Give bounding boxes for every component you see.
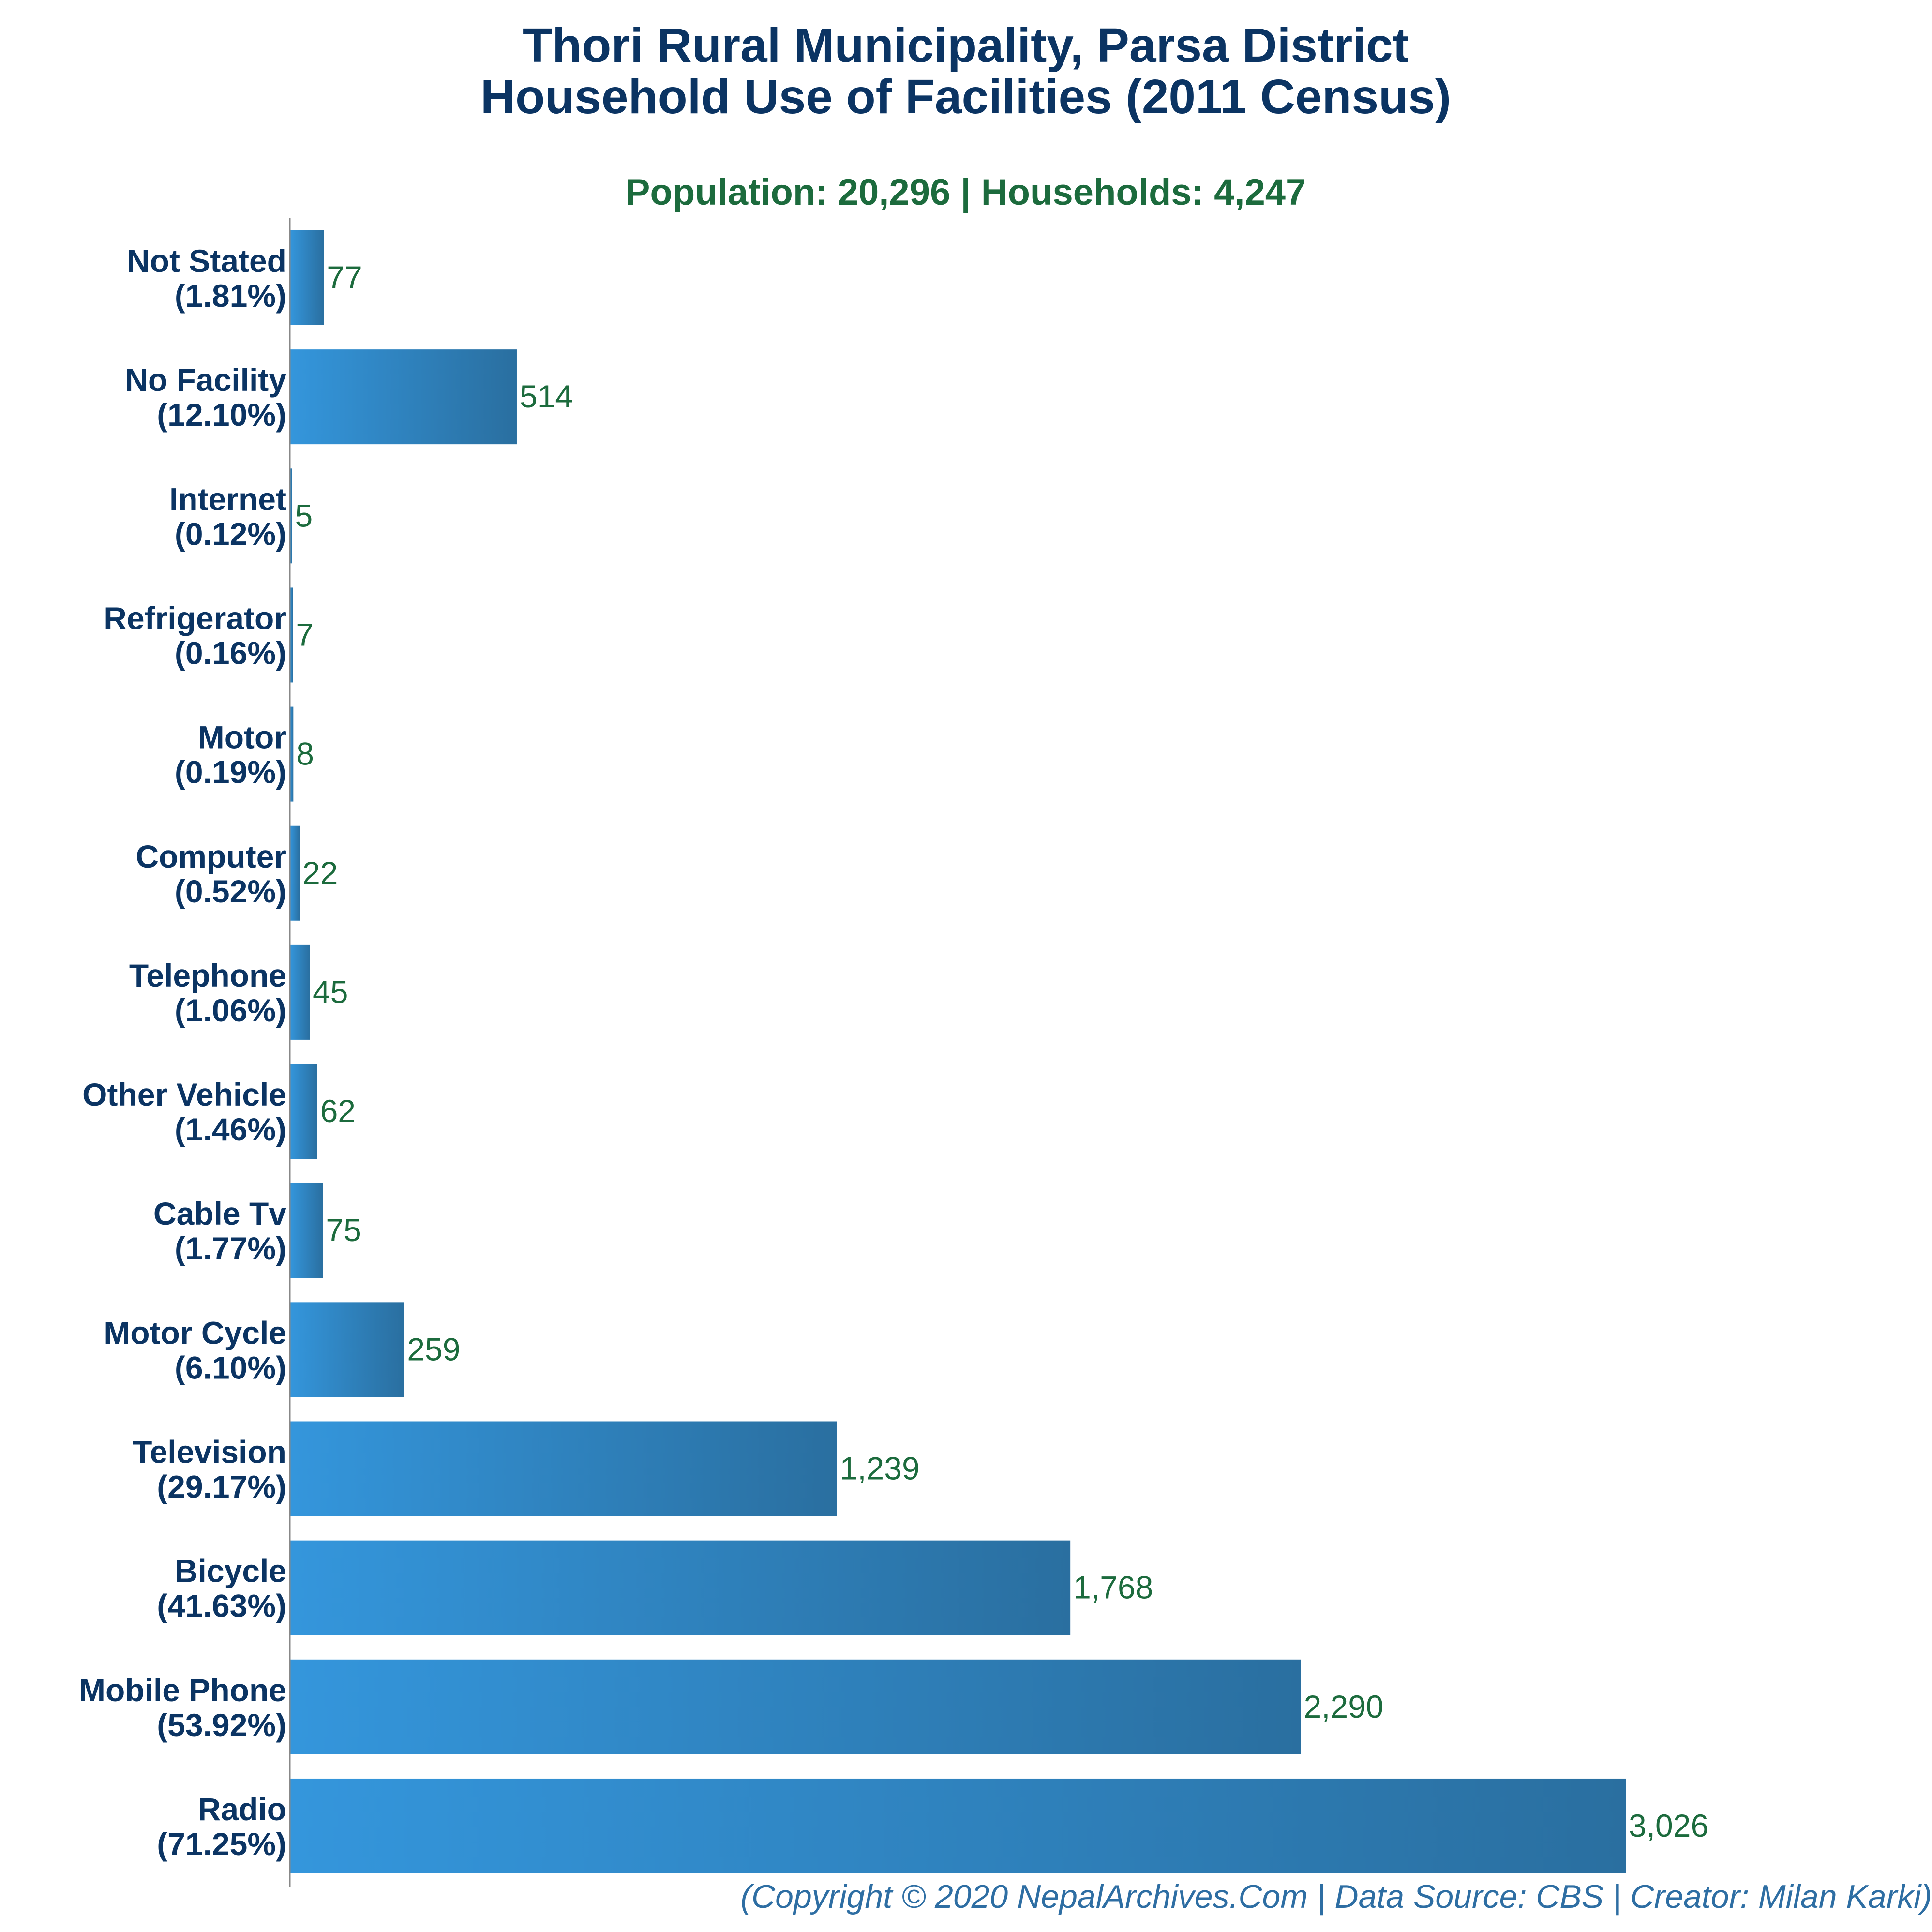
category-label-computer: Computer	[135, 839, 286, 874]
percent-label-cable-tv: (1.77%)	[175, 1230, 286, 1266]
category-label-not-stated: Not Stated	[127, 243, 286, 279]
bar-refrigerator	[290, 587, 293, 683]
chart-subtitle: Population: 20,296 | Households: 4,247	[626, 172, 1306, 213]
percent-label-not-stated: (1.81%)	[175, 278, 286, 314]
value-label-cable-tv: 75	[326, 1212, 361, 1248]
percent-label-refrigerator: (0.16%)	[175, 635, 286, 671]
category-label-internet: Internet	[169, 481, 286, 517]
percent-label-radio: (71.25%)	[157, 1826, 286, 1862]
bar-mobile-phone	[290, 1659, 1301, 1754]
value-label-refrigerator: 7	[296, 616, 314, 652]
value-label-computer: 22	[302, 855, 338, 891]
value-label-television: 1,239	[839, 1451, 919, 1486]
bar-no-facility	[290, 349, 517, 445]
chart-footer: (Copyright © 2020 NepalArchives.Com | Da…	[740, 1878, 1932, 1915]
category-label-motor: Motor	[198, 719, 286, 755]
bar-other-vehicle	[290, 1064, 317, 1159]
chart-title-line2: Household Use of Facilities (2011 Census…	[480, 70, 1451, 124]
category-label-motor-cycle: Motor Cycle	[104, 1315, 286, 1350]
bar-motor	[290, 706, 294, 802]
category-label-radio: Radio	[198, 1791, 286, 1827]
bar-television	[290, 1421, 837, 1516]
value-label-mobile-phone: 2,290	[1303, 1689, 1383, 1724]
bar-cable-tv	[290, 1183, 323, 1278]
chart-title-line1: Thori Rural Municipality, Parsa District	[523, 18, 1409, 73]
value-label-telephone: 45	[313, 974, 348, 1010]
bars-layer	[290, 230, 1626, 1873]
value-label-motor: 8	[296, 736, 314, 772]
category-label-refrigerator: Refrigerator	[104, 600, 286, 636]
percent-label-telephone: (1.06%)	[175, 992, 286, 1028]
percent-label-bicycle: (41.63%)	[157, 1588, 286, 1624]
value-label-bicycle: 1,768	[1073, 1570, 1153, 1605]
percent-label-motor-cycle: (6.10%)	[175, 1349, 286, 1385]
percent-label-motor: (0.19%)	[175, 754, 286, 790]
value-label-no-facility: 514	[520, 378, 573, 414]
bar-computer	[290, 825, 300, 921]
bar-telephone	[290, 944, 310, 1040]
bar-radio	[290, 1778, 1626, 1873]
bar-internet	[290, 468, 292, 564]
percent-label-no-facility: (12.10%)	[157, 397, 286, 433]
bar-motor-cycle	[290, 1302, 404, 1397]
value-label-not-stated: 77	[327, 259, 362, 295]
value-label-motor-cycle: 259	[407, 1331, 460, 1367]
percent-label-television: (29.17%)	[157, 1469, 286, 1505]
percent-label-computer: (0.52%)	[175, 873, 286, 909]
bar-bicycle	[290, 1540, 1071, 1635]
category-label-mobile-phone: Mobile Phone	[79, 1672, 286, 1708]
percent-label-mobile-phone: (53.92%)	[157, 1707, 286, 1743]
bar-not-stated	[290, 230, 324, 325]
category-label-cable-tv: Cable Tv	[153, 1196, 286, 1231]
percent-label-internet: (0.12%)	[175, 516, 286, 552]
value-label-internet: 5	[295, 497, 313, 533]
percent-label-other-vehicle: (1.46%)	[175, 1111, 286, 1147]
category-label-other-vehicle: Other Vehicle	[82, 1077, 286, 1112]
category-label-telephone: Telephone	[129, 958, 286, 993]
category-label-bicycle: Bicycle	[175, 1553, 286, 1589]
category-label-no-facility: No Facility	[125, 362, 286, 398]
value-label-other-vehicle: 62	[320, 1093, 356, 1129]
category-label-television: Television	[133, 1434, 286, 1470]
value-label-radio: 3,026	[1629, 1808, 1708, 1843]
